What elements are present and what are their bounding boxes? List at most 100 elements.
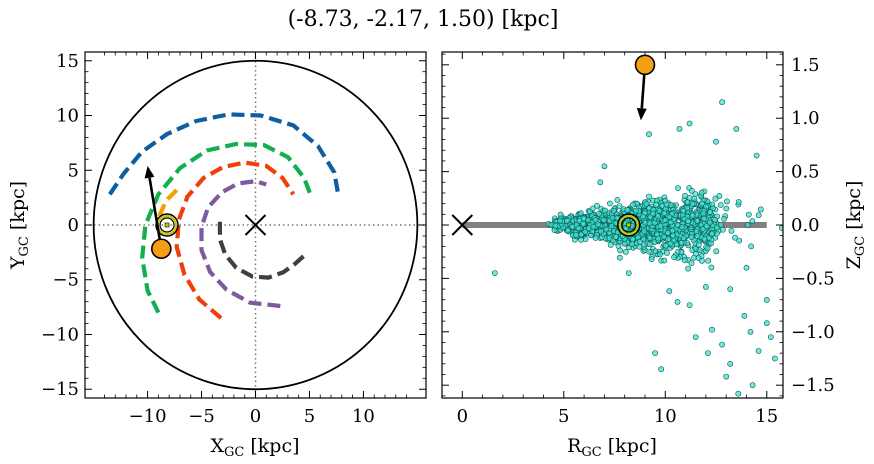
- scatter-point: [695, 241, 702, 248]
- scatter-point: [678, 239, 685, 246]
- scatter-point: [674, 298, 681, 305]
- scatter-point: [713, 248, 720, 255]
- right-ylabel: ZGC [kpc]: [843, 181, 868, 270]
- velocity-arrow-head: [144, 165, 155, 179]
- scatter-point: [663, 242, 669, 249]
- galactic-center-marker: [451, 214, 474, 236]
- scatter-point: [646, 241, 653, 248]
- scatter-point: [700, 210, 707, 217]
- left-xlabel: XGC [kpc]: [210, 435, 299, 460]
- galactic-center-marker: [244, 214, 267, 236]
- sun-dot: [626, 222, 632, 228]
- sun-inner-ring: [621, 217, 637, 233]
- y-tick-label: 1.0: [791, 108, 820, 129]
- scatter-point: [699, 257, 705, 264]
- scatter-point: [665, 229, 671, 236]
- scatter-point: [709, 326, 715, 333]
- spiral-arm-0: [108, 112, 341, 197]
- scatter-point: [573, 232, 579, 238]
- scatter-point: [578, 236, 584, 243]
- scatter-point: [745, 211, 752, 218]
- scatter-point: [688, 260, 695, 267]
- scatter-point: [723, 373, 730, 380]
- left-plot-area: [85, 52, 426, 398]
- scatter-point: [646, 193, 652, 200]
- scatter-point: [686, 120, 693, 127]
- scatter-point: [676, 125, 683, 132]
- spiral-arm-4: [217, 221, 306, 280]
- x-tick-label: 0: [457, 406, 468, 427]
- scatter-point: [609, 214, 616, 221]
- y-tick-label: −5: [52, 270, 79, 291]
- right-panel: 0 5 10 15 −1.5 −1.0 −0.5 0.0 0.5 1.0 1.5 RGC [kpc]…: [441, 51, 868, 460]
- scatter-point: [718, 221, 724, 228]
- spiral-arm-5: [155, 188, 179, 222]
- scatter-point: [727, 286, 734, 292]
- scatter-point: [692, 334, 699, 340]
- scatter-point: [586, 208, 593, 215]
- figure-title: (-8.73, -2.17, 1.50) [kpc]: [288, 7, 559, 32]
- scatter-point: [684, 199, 691, 206]
- x-tick-label: 10: [654, 406, 677, 427]
- scatter-point: [703, 223, 710, 230]
- scatter-point: [767, 334, 774, 340]
- scatter-point: [671, 254, 677, 261]
- scatter-point: [661, 233, 668, 240]
- object-marker: [150, 238, 172, 260]
- scatter-point: [709, 230, 715, 237]
- x-tick-label: −10: [129, 406, 167, 427]
- y-tick-label: −10: [41, 324, 79, 345]
- left-panel: −10 −5 0 5 10 −15 −10 −5 0 5 10 15 XGC [kpc] YGC [k…: [7, 51, 427, 460]
- x-tick-label: −5: [188, 406, 215, 427]
- scatter-point: [679, 224, 685, 231]
- scatter-point: [652, 350, 658, 356]
- scatter-point: [607, 200, 613, 207]
- scatter-point: [656, 207, 663, 214]
- scatter-point: [655, 235, 662, 242]
- sun-outer-ring: [155, 213, 179, 237]
- scatter-point: [689, 187, 695, 194]
- scatter-point: [648, 256, 655, 262]
- y-tick-label: 5: [68, 160, 79, 181]
- scatter-point: [655, 213, 661, 220]
- x-tick-label: 10: [352, 406, 375, 427]
- scatter-point: [705, 257, 712, 264]
- scatter-point: [657, 251, 663, 258]
- scatter-point: [594, 202, 600, 209]
- boundary-circle: [92, 59, 419, 391]
- scatter-point: [582, 228, 588, 235]
- scatter-point: [646, 248, 652, 255]
- scatter-point: [686, 302, 693, 308]
- scatter-point: [741, 312, 748, 319]
- scatter-point: [651, 219, 658, 226]
- scatter-point: [614, 196, 621, 203]
- scatter-point: [701, 235, 708, 242]
- scatter-point: [666, 288, 673, 295]
- scatter-point: [705, 350, 711, 356]
- scatter-point: [736, 237, 743, 244]
- sun-inner-ring: [159, 217, 175, 233]
- scatter-point: [724, 198, 730, 205]
- scatter-point: [557, 217, 563, 224]
- scatter-point: [643, 200, 650, 207]
- scatter-point: [732, 234, 738, 241]
- scatter-point: [688, 234, 695, 240]
- y-tick-label: −0.5: [791, 268, 835, 289]
- scatter-point: [630, 201, 636, 208]
- scatter-point: [640, 213, 646, 220]
- scatter-point: [735, 390, 742, 397]
- scatter-point: [596, 210, 602, 217]
- scatter-point: [650, 210, 657, 217]
- scatter-point: [708, 264, 715, 271]
- scatter-point: [580, 215, 587, 222]
- x-tick-label: 0: [250, 406, 261, 427]
- scatter-point: [757, 206, 764, 213]
- velocity-arrow-head: [636, 108, 647, 121]
- scatter-point: [651, 239, 658, 246]
- sun-ring: [618, 215, 639, 235]
- scatter-point: [592, 235, 599, 241]
- scatter-point: [703, 203, 709, 210]
- scatter-point: [624, 207, 631, 213]
- scatter-point: [681, 257, 688, 264]
- scatter-point: [694, 233, 701, 240]
